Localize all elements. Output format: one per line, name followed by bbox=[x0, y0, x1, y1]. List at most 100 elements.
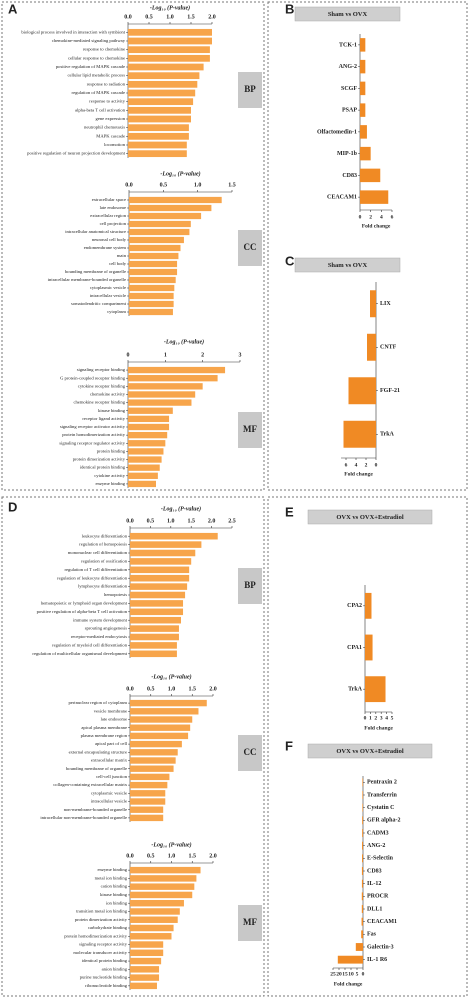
category-label: PROCR bbox=[367, 894, 389, 900]
bar bbox=[128, 124, 189, 132]
category-label: ribonucleotide binding bbox=[85, 983, 127, 988]
x-tick-label: 1.0 bbox=[168, 686, 176, 692]
panel-frame bbox=[267, 496, 468, 997]
category-label: TrkA bbox=[348, 687, 363, 693]
category-label: positive regulation of neuron projection… bbox=[27, 151, 126, 156]
bar bbox=[130, 773, 170, 781]
x-tick-label: 1 bbox=[369, 715, 372, 721]
axis-title: -Log₁₀ (P-value) bbox=[150, 4, 190, 11]
bar bbox=[130, 574, 190, 582]
category-label: receptor ligand activity bbox=[82, 416, 125, 421]
title-box bbox=[307, 743, 433, 759]
bar bbox=[129, 212, 202, 220]
section-box bbox=[238, 735, 262, 771]
bar bbox=[130, 765, 174, 772]
bar bbox=[130, 591, 186, 599]
category-label: response to activity bbox=[89, 99, 125, 104]
category-label: cellular lipid metabolic process bbox=[67, 73, 125, 78]
chart-title: Sham vs OVX bbox=[328, 11, 368, 18]
x-tick-label: 6 bbox=[345, 462, 348, 468]
section-label: CC bbox=[244, 242, 257, 252]
category-label: LIX bbox=[380, 301, 391, 307]
bar bbox=[128, 391, 196, 398]
bar bbox=[360, 59, 366, 74]
bar bbox=[365, 676, 386, 703]
bar bbox=[348, 377, 376, 405]
bar bbox=[128, 98, 194, 106]
section-label: BP bbox=[244, 84, 256, 94]
category-label: signaling receptor activity bbox=[79, 942, 128, 947]
bar bbox=[128, 375, 218, 382]
bar bbox=[130, 974, 160, 981]
category-label: alpha-beta T cell activation bbox=[75, 107, 126, 112]
bar bbox=[128, 448, 164, 455]
x-tick-label: 0.5 bbox=[147, 518, 155, 524]
category-label: cytokine receptor binding bbox=[78, 383, 126, 388]
panel-letter: F bbox=[285, 738, 293, 753]
bar bbox=[130, 875, 197, 882]
category-label: hemopoiesis bbox=[104, 592, 127, 597]
section-label: CC bbox=[244, 747, 257, 757]
section-label: MF bbox=[243, 917, 257, 927]
category-label: identical protein binding bbox=[82, 958, 128, 963]
x-tick-label: 2.5 bbox=[228, 518, 236, 524]
category-label: perinuclear region of cytoplasm bbox=[68, 700, 127, 705]
bar bbox=[130, 916, 178, 923]
bar bbox=[360, 168, 381, 183]
title-box bbox=[294, 6, 401, 22]
category-label: protein homodimerization activity bbox=[64, 933, 127, 938]
bar bbox=[130, 933, 172, 940]
category-label: sprouting angiogenesis bbox=[85, 626, 127, 631]
section-box bbox=[238, 568, 262, 604]
x-tick-label: 4 bbox=[355, 462, 358, 468]
axis-title: Fold change bbox=[334, 981, 363, 987]
bar bbox=[128, 431, 168, 439]
bar bbox=[130, 716, 193, 723]
bar bbox=[360, 38, 366, 52]
category-label: plasma membrane region bbox=[81, 733, 128, 738]
category-label: ANG-2 bbox=[367, 843, 385, 849]
category-label: Cystatin C bbox=[367, 805, 395, 811]
bar bbox=[365, 592, 372, 619]
category-label: identical protein binding bbox=[80, 465, 126, 470]
category-label: CPA2 bbox=[347, 603, 362, 609]
bar bbox=[128, 383, 203, 390]
category-label: response to radiation bbox=[87, 81, 126, 86]
category-label: biological process involved in interacti… bbox=[21, 29, 125, 34]
category-label: response to chemokine bbox=[83, 47, 125, 52]
bar bbox=[362, 854, 363, 863]
bar bbox=[128, 46, 210, 54]
category-label: neutrophil chemotaxis bbox=[84, 125, 125, 130]
category-label: TrkA bbox=[380, 432, 395, 438]
bar bbox=[130, 883, 195, 890]
category-label: locomotion bbox=[104, 142, 126, 147]
bar bbox=[130, 781, 168, 789]
x-tick-label: 1.0 bbox=[167, 518, 175, 524]
category-label: apical part of cell bbox=[95, 741, 128, 746]
bar bbox=[129, 284, 175, 292]
chart-title: OVX vs OVX+Estradiol bbox=[336, 748, 403, 755]
category-label: regulation of MAPK cascade bbox=[72, 90, 125, 95]
bar bbox=[130, 650, 177, 658]
category-label: intracellular vesicle bbox=[91, 799, 127, 804]
category-label: late endosome bbox=[100, 205, 126, 210]
category-label: cation binding bbox=[101, 884, 128, 889]
bar bbox=[362, 816, 363, 825]
category-label: cell body bbox=[109, 261, 127, 266]
category-label: PSAP bbox=[342, 108, 357, 114]
category-label: G protein-coupled receptor binding bbox=[60, 375, 126, 380]
bar bbox=[130, 866, 201, 874]
category-label: chemokine-mediated signaling pathway bbox=[52, 38, 126, 43]
chart-title: OVX vs OVX+Estradiol bbox=[336, 514, 403, 521]
category-label: CEACAM1 bbox=[327, 195, 357, 201]
category-label: CADM3 bbox=[367, 830, 389, 836]
section-box bbox=[238, 230, 262, 266]
category-label: regulation of T cell differentiation bbox=[64, 567, 127, 572]
category-label: bounding membrane of organelle bbox=[66, 766, 127, 771]
bar bbox=[130, 891, 193, 899]
category-label: protein dimerization activity bbox=[75, 917, 128, 922]
x-tick-label: 1 bbox=[164, 352, 167, 358]
category-label: intracellular non-membrane-bounded organ… bbox=[40, 815, 127, 820]
x-tick-label: 5 bbox=[356, 971, 359, 977]
category-label: MIP-1b bbox=[337, 151, 358, 157]
